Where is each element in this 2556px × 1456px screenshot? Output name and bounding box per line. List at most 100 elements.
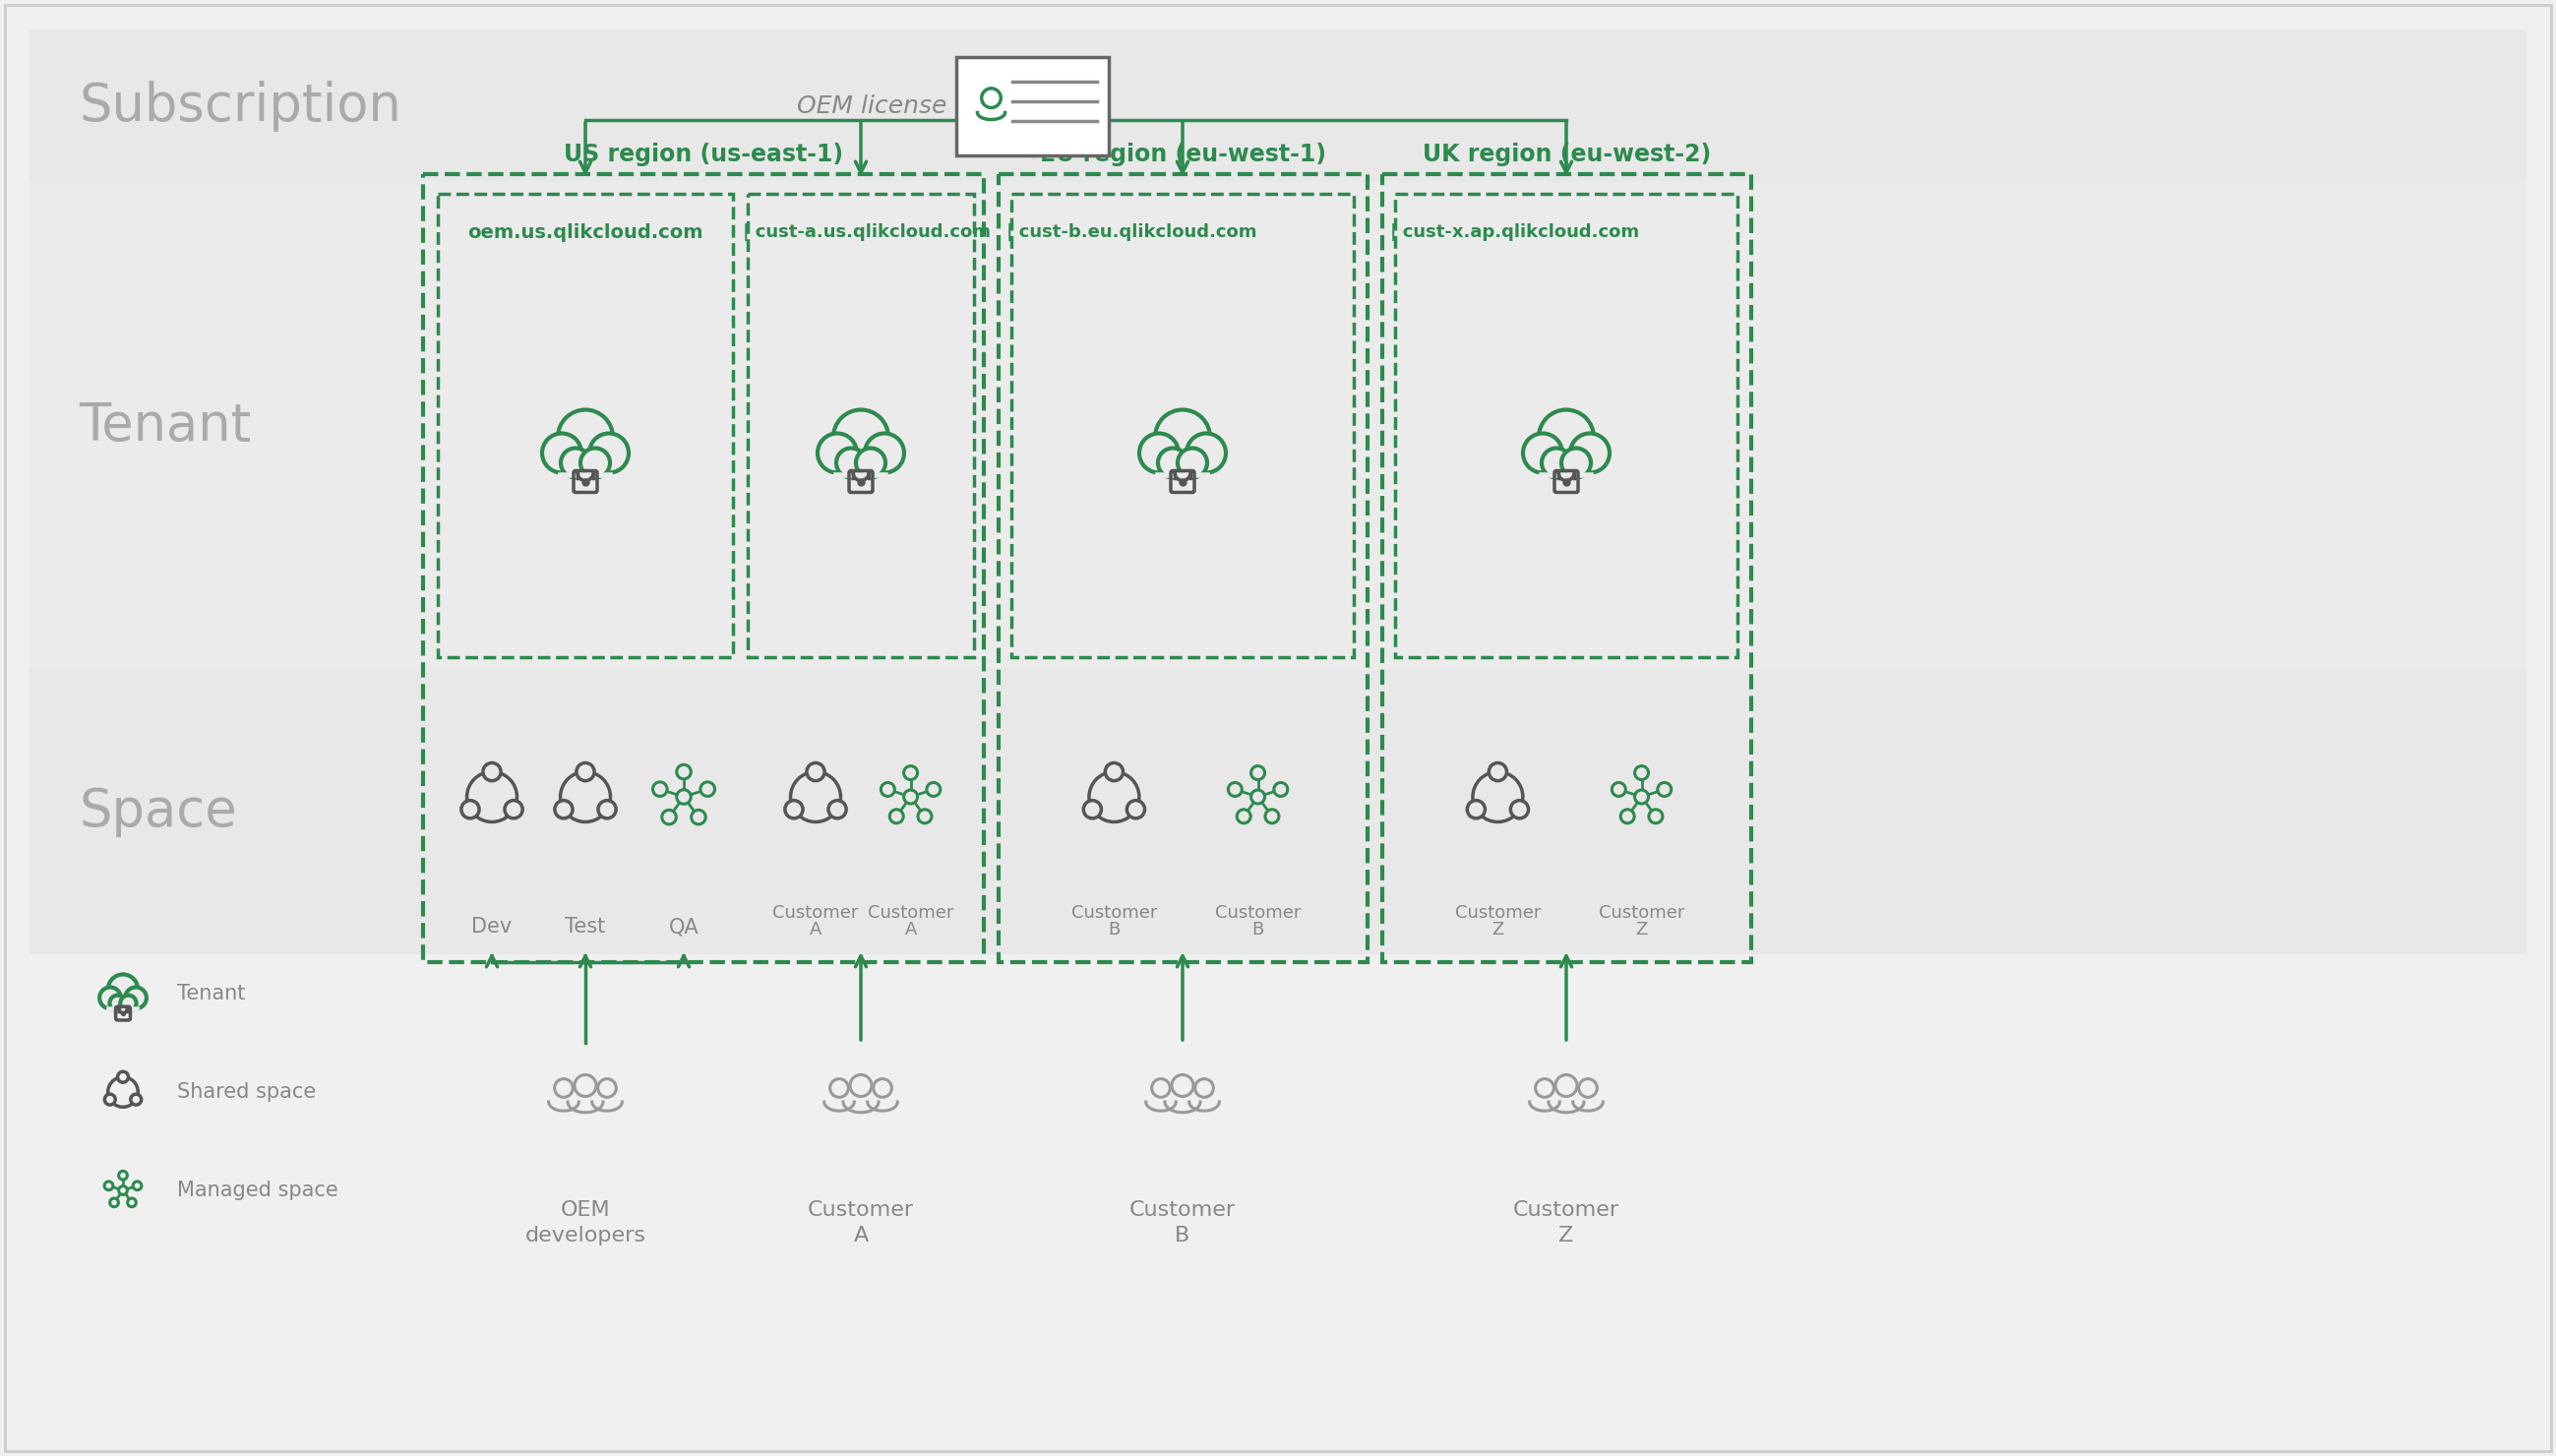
Circle shape (864, 434, 905, 473)
Circle shape (856, 448, 884, 478)
Circle shape (1104, 763, 1122, 780)
Circle shape (460, 801, 478, 818)
Circle shape (130, 1093, 141, 1105)
Circle shape (1127, 801, 1145, 818)
Text: Tenant: Tenant (176, 984, 245, 1003)
Circle shape (1649, 810, 1661, 823)
Circle shape (590, 434, 629, 473)
Bar (31, 182, 2525, 668)
Circle shape (1569, 434, 1610, 473)
Text: Customer
B: Customer B (1130, 1200, 1235, 1246)
Circle shape (677, 789, 690, 804)
Bar (31, 29, 2525, 182)
Text: OEM license: OEM license (797, 95, 946, 118)
Text: | cust-b.eu.qlikcloud.com: | cust-b.eu.qlikcloud.com (1007, 223, 1258, 242)
Circle shape (578, 763, 596, 780)
Circle shape (905, 766, 918, 780)
Text: Customer: Customer (1071, 904, 1158, 922)
Circle shape (1265, 810, 1278, 823)
Text: Z: Z (1636, 920, 1649, 939)
Text: Customer: Customer (1454, 904, 1541, 922)
Text: Customer: Customer (866, 904, 953, 922)
Circle shape (555, 801, 573, 818)
Text: Subscription: Subscription (79, 80, 401, 131)
Circle shape (662, 810, 677, 824)
Circle shape (1178, 448, 1206, 478)
Circle shape (483, 763, 501, 780)
Bar (437, 194, 734, 657)
Circle shape (808, 763, 826, 780)
Circle shape (1636, 791, 1649, 804)
Circle shape (1488, 763, 1505, 780)
Circle shape (120, 996, 135, 1012)
Bar (999, 175, 1367, 962)
Circle shape (1140, 434, 1178, 473)
Circle shape (690, 810, 705, 824)
Bar (749, 194, 974, 657)
Circle shape (100, 987, 120, 1009)
Text: Customer
A: Customer A (808, 1200, 915, 1246)
Circle shape (785, 801, 803, 818)
Circle shape (107, 974, 138, 1005)
Circle shape (1084, 801, 1102, 818)
Circle shape (1539, 409, 1595, 464)
Circle shape (1621, 810, 1633, 823)
Text: Customer: Customer (772, 904, 859, 922)
Text: US region (us-east-1): US region (us-east-1) (565, 143, 843, 166)
Circle shape (1250, 791, 1265, 804)
Circle shape (118, 1072, 128, 1082)
FancyBboxPatch shape (956, 57, 1109, 154)
Text: Shared space: Shared space (176, 1082, 317, 1102)
Text: B: B (1109, 920, 1120, 939)
Text: Tenant: Tenant (79, 400, 250, 451)
Text: Space: Space (79, 786, 238, 837)
Circle shape (1636, 766, 1649, 780)
Bar (1396, 194, 1738, 657)
Circle shape (110, 1198, 118, 1207)
Text: QA: QA (670, 917, 698, 936)
Text: EU region (eu-west-1): EU region (eu-west-1) (1040, 143, 1327, 166)
Circle shape (1250, 766, 1265, 780)
Circle shape (1541, 448, 1572, 478)
Circle shape (105, 1181, 112, 1190)
Circle shape (133, 1181, 141, 1190)
Text: Dev: Dev (473, 917, 511, 936)
Circle shape (105, 1093, 115, 1105)
Text: oem.us.qlikcloud.com: oem.us.qlikcloud.com (468, 223, 703, 242)
Circle shape (1613, 782, 1626, 796)
Circle shape (677, 764, 690, 779)
Circle shape (560, 448, 590, 478)
Circle shape (1523, 434, 1562, 473)
Circle shape (918, 810, 930, 823)
Circle shape (889, 810, 902, 823)
Circle shape (1467, 801, 1485, 818)
Text: Test: Test (565, 917, 606, 936)
Circle shape (580, 448, 611, 478)
Circle shape (1237, 810, 1250, 823)
Bar (1383, 175, 1751, 962)
Circle shape (1158, 448, 1189, 478)
Circle shape (504, 801, 521, 818)
Bar (424, 175, 984, 962)
Circle shape (128, 1198, 135, 1207)
Circle shape (118, 1187, 128, 1195)
Text: B: B (1252, 920, 1263, 939)
Circle shape (557, 409, 613, 464)
Circle shape (836, 448, 866, 478)
Text: A: A (810, 920, 820, 939)
Circle shape (110, 996, 125, 1012)
Bar (31, 668, 2525, 954)
Circle shape (905, 791, 918, 804)
Circle shape (542, 434, 580, 473)
Text: Managed space: Managed space (176, 1181, 337, 1200)
Text: | cust-a.us.qlikcloud.com: | cust-a.us.qlikcloud.com (744, 223, 992, 242)
Circle shape (598, 801, 616, 818)
Text: Customer: Customer (1598, 904, 1684, 922)
Circle shape (1562, 448, 1590, 478)
Circle shape (882, 782, 895, 796)
Circle shape (652, 782, 667, 796)
Circle shape (1155, 409, 1209, 464)
Circle shape (1186, 434, 1227, 473)
Circle shape (1227, 782, 1242, 796)
Circle shape (118, 1171, 128, 1179)
